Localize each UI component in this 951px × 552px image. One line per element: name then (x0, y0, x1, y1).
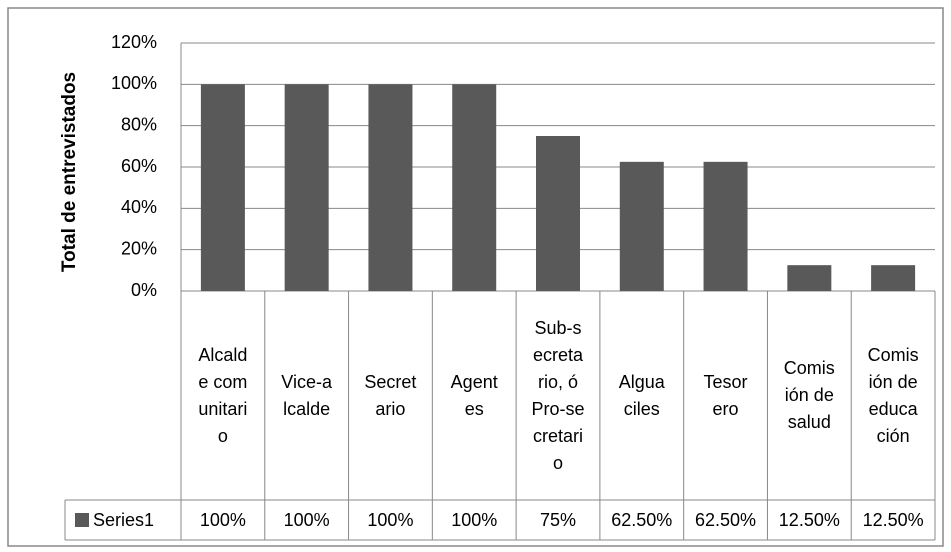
data-table-value: 12.50% (779, 510, 840, 530)
data-table-value: 62.50% (611, 510, 672, 530)
x-tick-label: Comisión de salud (783, 358, 835, 432)
x-tick-label: Alcalde comunitario (198, 344, 248, 446)
category-cell: Comisión de educación (851, 291, 935, 500)
data-table-value: 100% (451, 510, 497, 530)
category-cell: Alguaciles (600, 291, 684, 500)
y-tick-label: 60% (121, 156, 157, 176)
category-cell: Agentes (432, 291, 516, 500)
y-tick-label: 20% (121, 238, 157, 258)
data-table-value: 100% (284, 510, 330, 530)
x-tick-label: Comisión de educación (867, 344, 919, 446)
y-axis-label: Total de entrevistados (59, 72, 80, 272)
y-tick-label: 120% (111, 32, 157, 52)
category-cell: Tesorero (684, 291, 768, 500)
category-cell: Vice-alcalde (265, 291, 349, 500)
bar (368, 84, 413, 291)
y-tick-label: 100% (111, 73, 157, 93)
bar (787, 265, 832, 291)
bar (200, 84, 245, 291)
y-tick-label: 80% (121, 114, 157, 134)
bar (452, 84, 497, 291)
category-cell: Comisión de salud (767, 291, 851, 500)
x-tick-label: Alguaciles (618, 371, 665, 419)
x-tick-label: Vice-alcalde (281, 371, 332, 419)
bar (871, 265, 916, 291)
x-tick-label: Tesorero (703, 371, 748, 419)
x-tick-label: Secretario (364, 371, 417, 419)
y-tick-label: 0% (131, 280, 157, 300)
data-table-value: 62.50% (695, 510, 756, 530)
data-table-value: 100% (367, 510, 413, 530)
data-table-value: 75% (540, 510, 576, 530)
legend-swatch (75, 513, 89, 527)
y-tick-label: 40% (121, 197, 157, 217)
bar (284, 84, 329, 291)
bar (536, 136, 580, 291)
legend-label: Series1 (93, 510, 154, 530)
data-table-value: 12.50% (863, 510, 924, 530)
data-table-value: 100% (200, 510, 246, 530)
bar (703, 161, 748, 291)
x-tick-label: Agentes (450, 371, 498, 419)
category-cell: Sub-secretario, ó Pro-secretario (516, 291, 600, 500)
category-cell: Secretario (349, 291, 433, 500)
bar (619, 161, 664, 291)
x-tick-label: Sub-secretario, ó Pro-secretario (531, 317, 585, 473)
category-cell: Alcalde comunitario (181, 291, 265, 500)
